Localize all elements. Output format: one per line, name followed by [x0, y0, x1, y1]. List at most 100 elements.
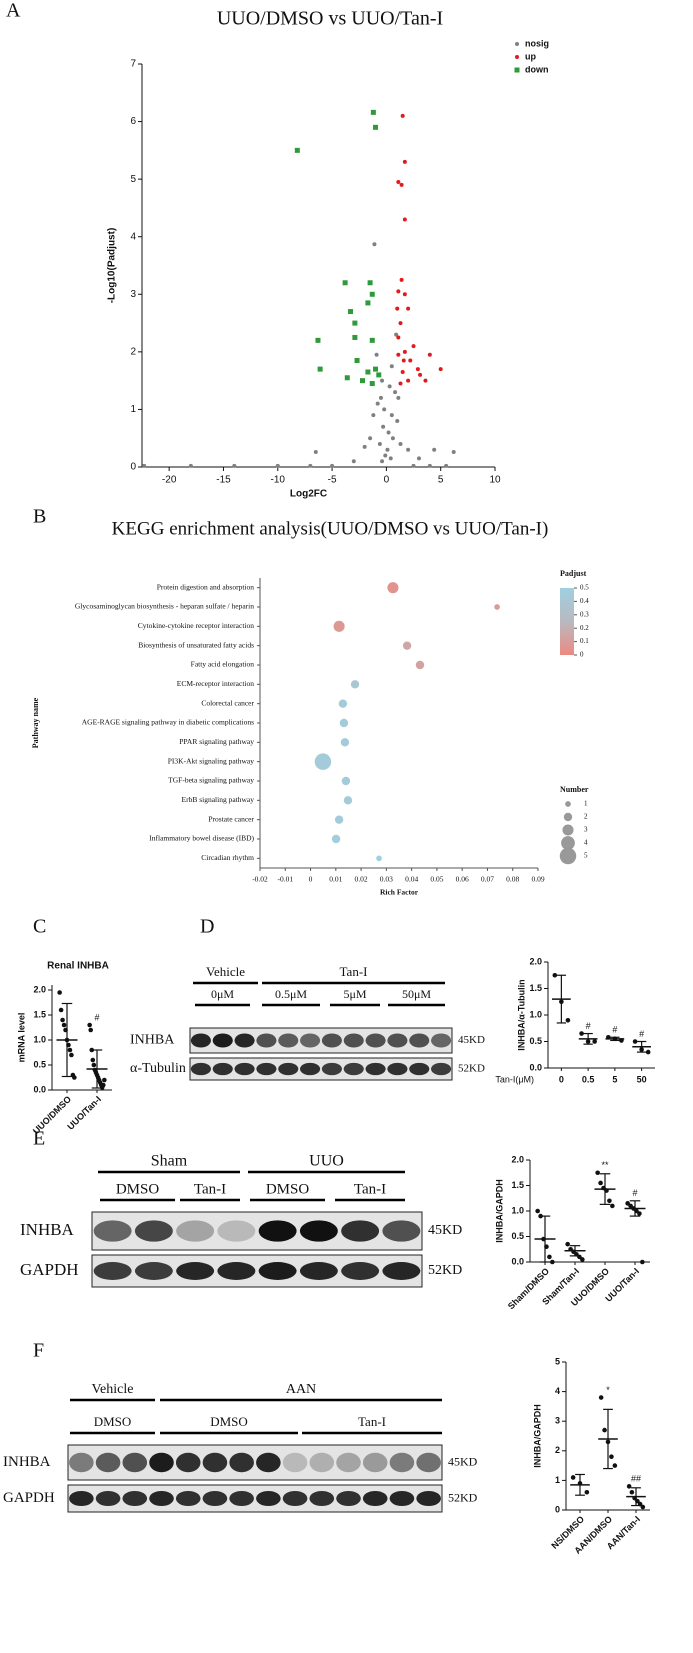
point: [101, 1082, 106, 1088]
size-legend-label: 3: [584, 826, 588, 834]
blot-band: [122, 1452, 148, 1473]
blot-band: [95, 1490, 121, 1507]
point: [315, 337, 321, 343]
bubble: [350, 680, 360, 689]
point: [60, 1017, 65, 1023]
size-legend-title: Number: [560, 785, 589, 794]
y-tick-label: 2.0: [33, 984, 46, 994]
error-bar: [569, 1245, 581, 1257]
group-label: AAN: [286, 1382, 316, 1397]
point: [369, 291, 375, 297]
y-tick-label: Circadian rhythm: [201, 853, 254, 862]
y-tick-label: TGF-beta signaling pathway: [168, 776, 254, 785]
blot-band: [321, 1062, 342, 1076]
point: [565, 1241, 570, 1247]
colorbar-tick-label: 0: [580, 651, 584, 659]
x-tick-label: 0: [559, 1074, 564, 1084]
blot-band: [278, 1033, 299, 1048]
point: [380, 459, 385, 464]
point: [444, 463, 449, 468]
subgroup-label: 5μM: [343, 987, 366, 1001]
point: [626, 1484, 632, 1489]
y-tick-label: 0.0: [529, 1062, 542, 1072]
blot-band: [190, 1062, 211, 1076]
y-tick-label: 3: [130, 289, 136, 300]
blot-band: [256, 1033, 277, 1048]
legend-label: up: [525, 51, 536, 61]
y-tick-label: Colorectal cancer: [201, 698, 254, 707]
x-axis-label: Rich Factor: [380, 888, 419, 897]
y-tick-label: 3: [555, 1416, 560, 1426]
point: [402, 349, 407, 354]
point: [373, 124, 379, 130]
y-tick-label: 0: [555, 1504, 560, 1514]
annotation: *: [606, 1385, 610, 1395]
group-label: Tan-I: [340, 964, 368, 979]
blot-band: [217, 1262, 256, 1280]
panel-letter: B: [33, 506, 46, 528]
blot-band: [282, 1452, 308, 1473]
x-tick-label: -20: [162, 475, 177, 486]
point: [317, 366, 323, 372]
error-bar: [583, 1032, 593, 1045]
y-axis-label: -Log10(Padjust): [107, 228, 118, 304]
row-label: INHBA: [20, 1220, 75, 1239]
point: [351, 459, 356, 464]
legend-label: down: [525, 64, 549, 74]
blot-band: [282, 1490, 308, 1507]
x-axis-label: Log2FC: [290, 489, 327, 500]
point: [632, 1039, 638, 1044]
point: [61, 1022, 67, 1028]
row-label: α-Tubulin: [130, 1061, 186, 1076]
y-tick-label: 4: [130, 231, 136, 242]
point: [396, 352, 401, 357]
point: [598, 1395, 604, 1400]
y-tick-label: Glycosaminoglycan biosynthesis - heparan…: [75, 602, 254, 611]
point: [352, 334, 358, 340]
size-legend-marker: [559, 847, 577, 865]
y-tick-label: 1.0: [529, 1009, 542, 1019]
blot-band: [416, 1490, 441, 1507]
point: [595, 1170, 600, 1176]
blot-band: [234, 1062, 255, 1076]
point: [580, 1257, 585, 1262]
point: [376, 372, 382, 378]
bubble: [339, 718, 349, 728]
panel-letter: D: [200, 916, 214, 938]
blot-band: [299, 1220, 338, 1242]
annotation: #: [612, 1025, 617, 1035]
point: [394, 332, 399, 337]
colorbar-tick-label: 0.2: [580, 624, 589, 632]
point: [427, 463, 432, 468]
x-tick-label: 50: [637, 1074, 647, 1084]
point: [607, 1198, 612, 1204]
point: [369, 337, 375, 343]
point: [451, 450, 456, 455]
row-label: INHBA: [130, 1033, 175, 1048]
blot-band: [309, 1452, 335, 1473]
blot-band: [69, 1490, 94, 1507]
point: [547, 1254, 552, 1260]
x-tick-label: 0: [384, 475, 390, 486]
y-tick-label: ErbB signaling pathway: [182, 795, 255, 804]
blot-band: [341, 1220, 380, 1242]
error-bar: [575, 1473, 585, 1496]
point: [382, 407, 387, 412]
x-tick-label: 0.04: [405, 875, 418, 884]
point: [377, 441, 382, 446]
point: [67, 1047, 73, 1053]
point: [373, 366, 379, 372]
point: [579, 1031, 584, 1036]
blot-band: [190, 1033, 211, 1048]
point: [396, 335, 401, 340]
point: [72, 1075, 77, 1080]
subgroup-label: DMSO: [210, 1414, 248, 1429]
annotation: #: [639, 1029, 644, 1039]
blot-band: [258, 1220, 297, 1242]
bubble: [340, 738, 350, 747]
x-tick-label: 0.5: [582, 1074, 595, 1084]
y-tick-label: 7: [130, 59, 136, 70]
point: [375, 401, 380, 406]
colorbar-tick-label: 0.5: [580, 584, 589, 592]
x-tick-label: 0.07: [481, 875, 494, 884]
